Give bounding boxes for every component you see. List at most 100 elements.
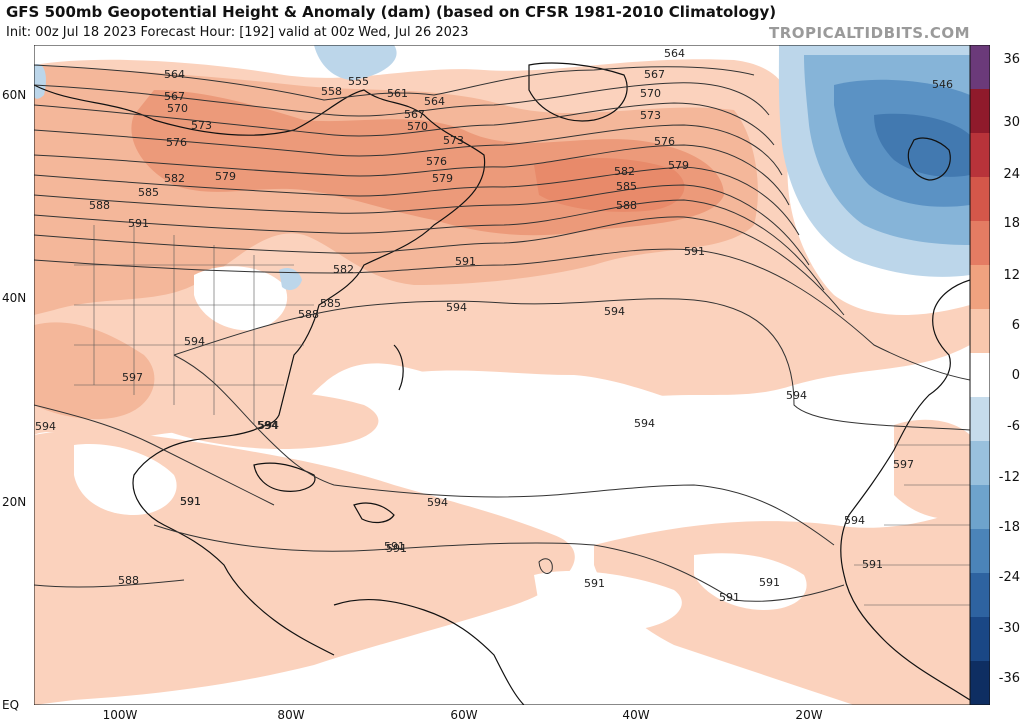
contour-label: 555 <box>348 75 369 88</box>
colorbar-swatch <box>970 133 990 178</box>
contour-label: 585 <box>320 297 341 310</box>
contour-label: 570 <box>407 120 428 133</box>
contour-label: 591 <box>180 495 201 508</box>
height-anomaly-map: 564 567 570 573 576 579 582 585 588 591 … <box>34 45 970 705</box>
contour-label: 588 <box>298 308 319 321</box>
colorbar-swatch <box>970 177 990 222</box>
lon-label-60w: 60W <box>450 708 478 722</box>
greenland-coast <box>528 62 628 122</box>
north-america-coast <box>34 84 486 656</box>
contour-label: 594 <box>604 305 625 318</box>
negative-anomaly-fields <box>34 45 970 291</box>
contour-label: 594 <box>184 335 205 348</box>
political-borders <box>74 225 970 606</box>
contour-label: 582 <box>333 263 354 276</box>
colorbar-swatch <box>970 617 990 662</box>
contour-label: 546 <box>932 78 953 91</box>
watermark: TROPICALTIDBITS.COM <box>769 24 970 42</box>
british-isles-coast <box>907 137 951 181</box>
contour-label: 576 <box>426 155 447 168</box>
map-subtitle: Init: 00z Jul 18 2023 Forecast Hour: [19… <box>6 25 469 40</box>
colorbar-swatch <box>970 265 990 310</box>
contour-label: 594 <box>446 301 467 314</box>
contour-597 <box>34 404 275 506</box>
cuba-coast <box>253 462 316 492</box>
contour-label: 567 <box>164 90 185 103</box>
contour-label: 582 <box>614 165 635 178</box>
contour-labels: 564 567 570 573 576 579 582 585 588 591 … <box>35 47 953 604</box>
contour-label: 591 <box>386 542 407 555</box>
contour-label: 564 <box>424 95 445 108</box>
south-america-coast <box>333 598 525 705</box>
contour-label: 591 <box>759 576 780 589</box>
contour-label: 591 <box>684 245 705 258</box>
contour-591b <box>153 524 845 602</box>
colorbar-label: -6 <box>1007 419 1020 434</box>
contour-label: 585 <box>138 186 159 199</box>
colorbar-label: -12 <box>998 470 1020 485</box>
contour-label: 594 <box>634 417 655 430</box>
colorbar-label: -24 <box>998 570 1020 585</box>
contour-label: 594 <box>258 419 279 432</box>
contour-label: 573 <box>191 119 212 132</box>
contour-label: 591 <box>128 217 149 230</box>
contour-label: 591 <box>455 255 476 268</box>
contour-label: 588 <box>118 574 139 587</box>
contour-label: 591 <box>862 558 883 571</box>
contour-label: 564 <box>664 47 685 60</box>
contour-label: 594 <box>844 514 865 527</box>
colorbar-label: 36 <box>1003 52 1020 67</box>
contour-588 <box>34 216 845 316</box>
colorbar-swatch <box>970 661 990 705</box>
colorbar-swatches <box>970 45 990 705</box>
contour-label: 567 <box>644 68 665 81</box>
contour-label: 579 <box>668 159 689 172</box>
contour-label: 597 <box>893 458 914 471</box>
us-east-coast <box>393 344 404 391</box>
lon-label-80w: 80W <box>277 708 305 722</box>
contour-588b <box>34 579 185 588</box>
colorbar-swatch <box>970 221 990 266</box>
colorbar-swatch <box>970 573 990 618</box>
contour-closed-low <box>538 558 553 574</box>
contour-591 <box>34 248 970 381</box>
neutral-zones <box>74 266 807 631</box>
contour-582 <box>34 184 810 266</box>
contour-label: 576 <box>166 136 187 149</box>
colorbar-label: 12 <box>1003 268 1020 283</box>
colorbar-swatch <box>970 89 990 134</box>
colorbar-swatch <box>970 397 990 442</box>
colorbar-label: 0 <box>1011 368 1020 383</box>
hispaniola-coast <box>353 502 395 524</box>
contour-567 <box>34 82 770 117</box>
contour-label: 591 <box>719 591 740 604</box>
contour-570 <box>34 102 775 146</box>
contour-label: 573 <box>640 109 661 122</box>
contour-label: 597 <box>122 371 143 384</box>
contour-label: 594 <box>257 419 278 432</box>
colorbar-swatch <box>970 441 990 486</box>
contour-label: 594 <box>427 496 448 509</box>
contour-label: 564 <box>164 68 185 81</box>
contour-label: 573 <box>443 134 464 147</box>
lat-label-40n: 40N <box>2 291 27 305</box>
contour-576 <box>34 144 790 206</box>
contour-label: 594 <box>35 420 56 433</box>
contour-573 <box>34 124 783 176</box>
colorbar-label: -36 <box>998 671 1020 686</box>
contour-label: 582 <box>164 172 185 185</box>
lon-label-20w: 20W <box>795 708 823 722</box>
contour-label: 570 <box>167 102 188 115</box>
coastlines <box>34 62 970 705</box>
contour-label: 579 <box>432 172 453 185</box>
colorbar-label: -18 <box>998 520 1020 535</box>
colorbar-swatch <box>970 485 990 530</box>
lon-label-40w: 40W <box>622 708 650 722</box>
contour-label: 594 <box>786 389 807 402</box>
contour-585 <box>34 199 825 291</box>
colorbar-swatch <box>970 45 990 90</box>
colorbar-label: 30 <box>1003 115 1020 130</box>
lat-label-eq: EQ <box>2 698 20 712</box>
lon-label-100w: 100W <box>102 708 138 722</box>
contour-label: 567 <box>404 108 425 121</box>
